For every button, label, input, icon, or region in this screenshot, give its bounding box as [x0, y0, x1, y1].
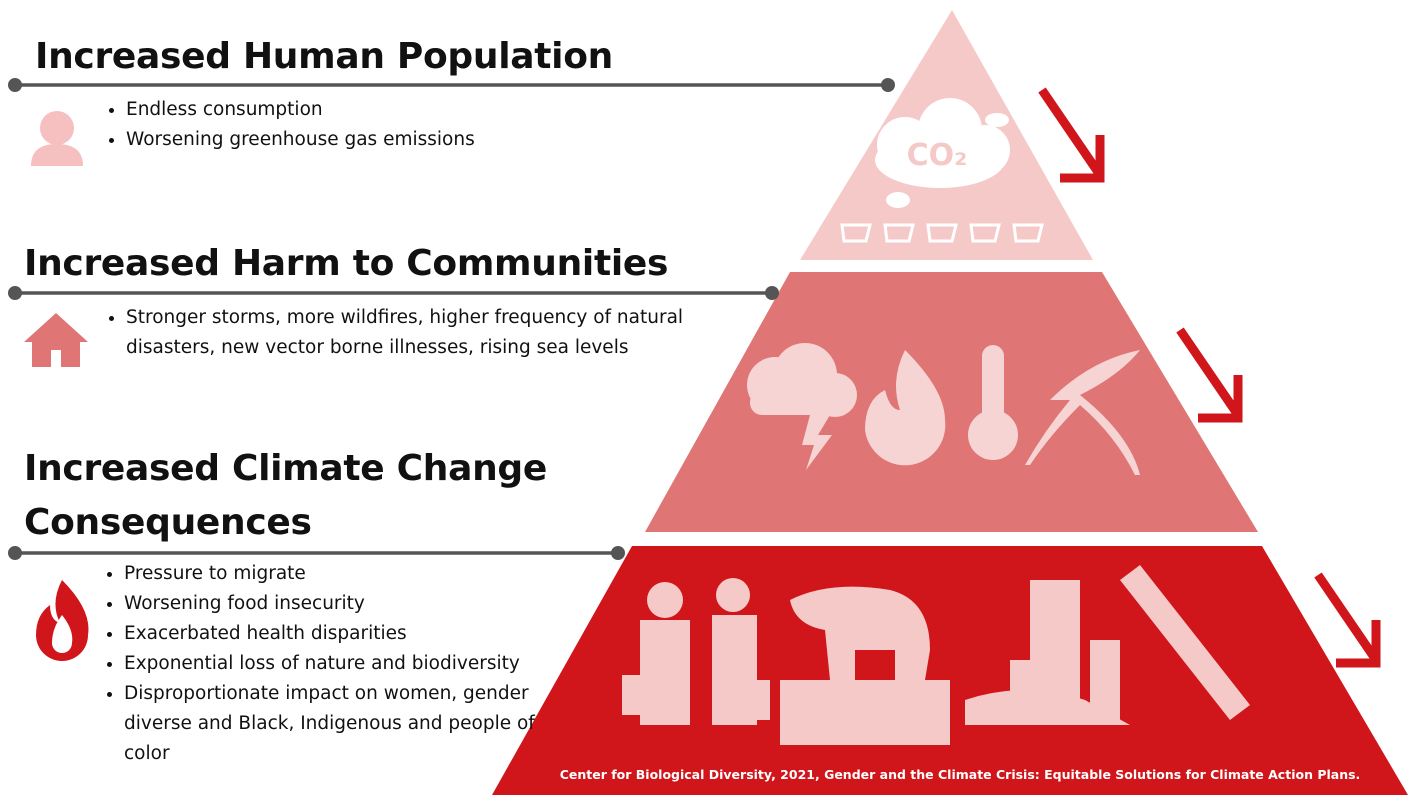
pyramid-bottom — [492, 546, 1408, 795]
co2-label: CO₂ — [907, 138, 968, 173]
section-title: Increased Harm to Communities — [24, 237, 668, 291]
pyramid-middle — [645, 272, 1258, 532]
person-icon — [31, 111, 83, 166]
bullet-list: Stronger storms, more wildfires, higher … — [106, 303, 686, 363]
bullet-list: Pressure to migrate Worsening food insec… — [104, 559, 544, 769]
page: {"sections": [ {"title": "Increased Huma… — [0, 0, 1408, 795]
bullet: Worsening greenhouse gas emissions — [126, 125, 686, 155]
flame-icon — [36, 580, 88, 661]
house-icon — [24, 313, 88, 367]
bullet-list: Endless consumption Worsening greenhouse… — [106, 95, 686, 155]
bullet: Exacerbated health disparities — [124, 619, 544, 649]
bullet: Endless consumption — [126, 95, 686, 125]
citation: Center for Biological Diversity, 2021, G… — [520, 767, 1400, 782]
bullet: Worsening food insecurity — [124, 589, 544, 619]
bullet: Disproportionate impact on women, gender… — [124, 679, 544, 769]
section-title: Increased Climate Change Consequences — [24, 442, 584, 550]
bullet: Pressure to migrate — [124, 559, 544, 589]
bullet: Exponential loss of nature and biodivers… — [124, 649, 544, 679]
section-title: Increased Human Population — [35, 30, 613, 84]
bullet: Stronger storms, more wildfires, higher … — [126, 303, 686, 363]
